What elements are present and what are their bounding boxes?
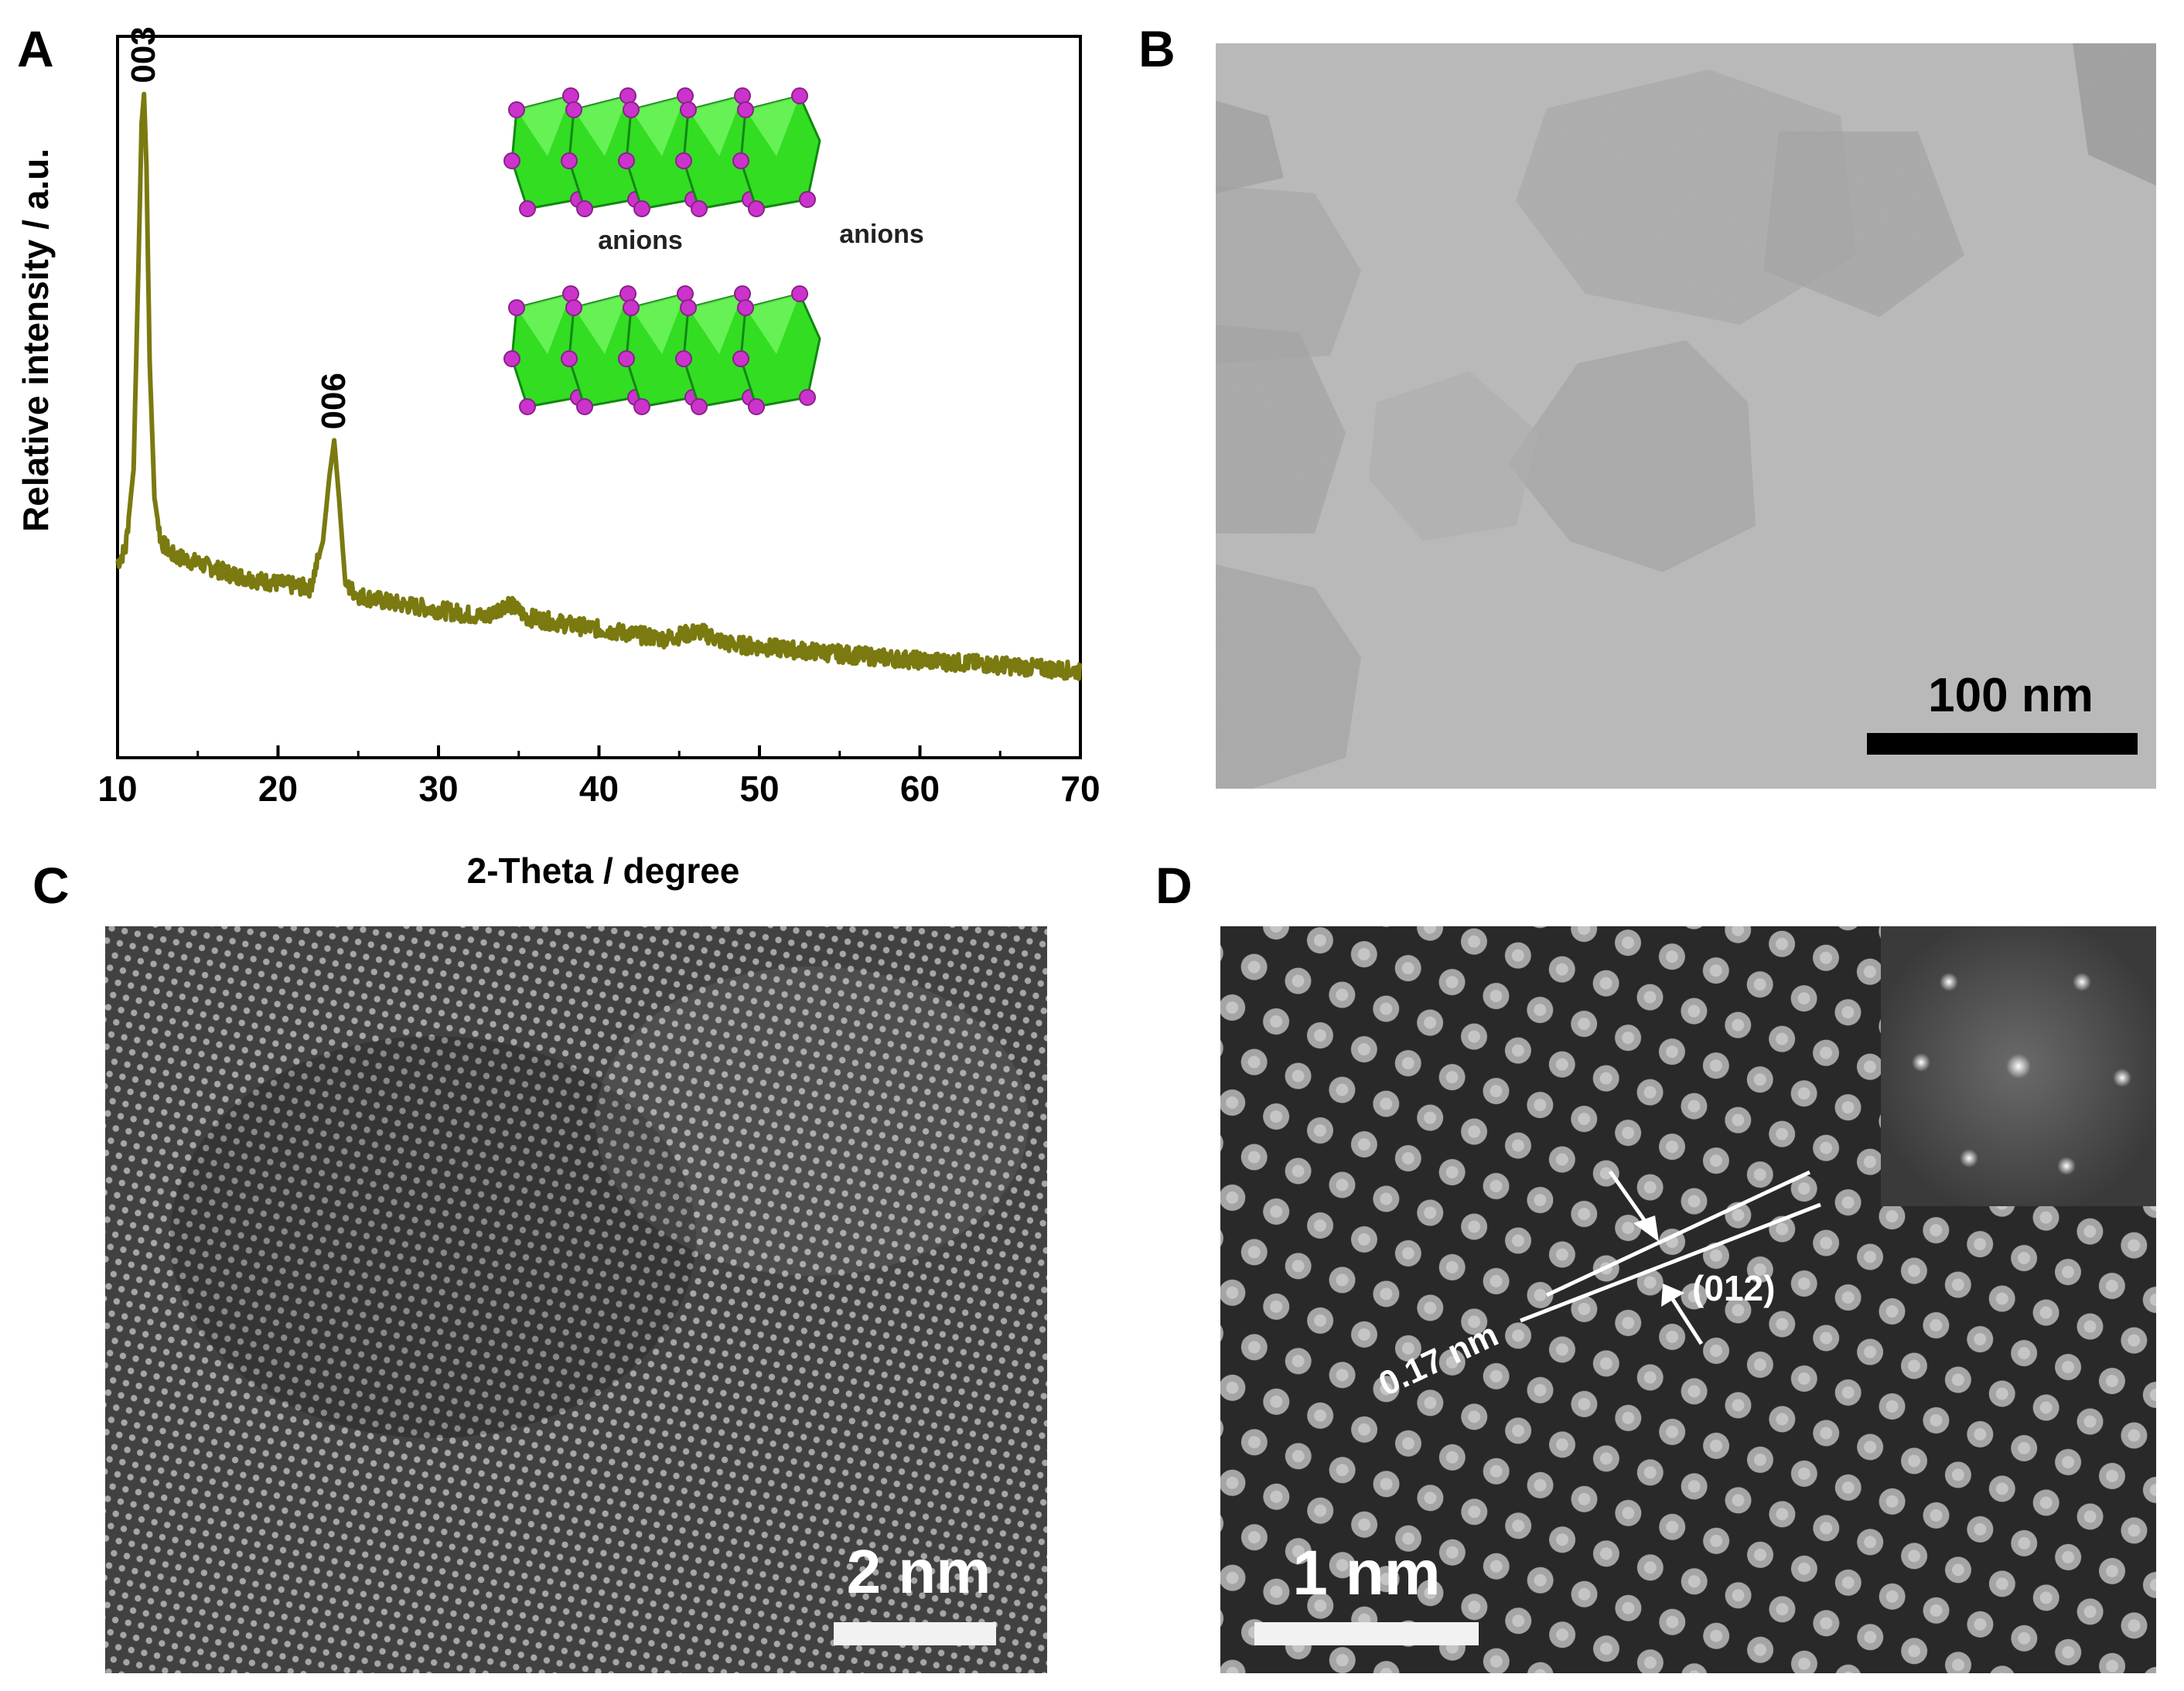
- scale-bar: [834, 1622, 996, 1645]
- anion-atom: [734, 285, 751, 302]
- top-layer: [503, 87, 821, 217]
- anion-atom: [675, 350, 692, 367]
- xrd-pattern-line: [115, 91, 1083, 681]
- x-tick-label: 10: [97, 769, 137, 809]
- plane-index-label: (012): [1692, 1268, 1775, 1308]
- anion-atom: [675, 152, 692, 169]
- anion-atom: [565, 299, 582, 316]
- hrtem-image: 2 nm: [105, 926, 1047, 1673]
- anion-label-right: anions: [839, 220, 924, 249]
- anion-atom: [680, 299, 697, 316]
- anion-atom: [633, 200, 650, 217]
- y-axis-title: Relative intensity / a.u.: [15, 148, 56, 532]
- ldh-structure-inset: anions anions: [503, 87, 924, 415]
- octahedron-face: [574, 294, 628, 354]
- panel-letter-d: D: [1155, 857, 1193, 914]
- anion-atom: [576, 200, 593, 217]
- octahedron-face: [574, 96, 628, 156]
- peak-label-003: 003: [125, 26, 162, 83]
- anion-atom: [519, 200, 536, 217]
- anion-atom: [799, 389, 816, 406]
- anion-atom: [619, 87, 636, 104]
- anion-atom: [799, 191, 816, 208]
- anion-atom: [561, 350, 578, 367]
- anion-atom: [519, 398, 536, 415]
- xrd-chart: 10 20 30 40 50 60 70 003 006 2-Theta / degree R…: [15, 26, 1101, 891]
- octahedron-face: [746, 294, 800, 354]
- anion-label-left: anions: [598, 226, 683, 255]
- anion-atom: [508, 101, 525, 118]
- anion-atom: [618, 152, 635, 169]
- anion-atom: [791, 285, 808, 302]
- anion-atom: [562, 285, 579, 302]
- anion-atom: [737, 101, 754, 118]
- anion-atom: [734, 87, 751, 104]
- scale-bar-label: 1 nm: [1292, 1538, 1440, 1608]
- x-axis-tick-labels: 10 20 30 40 50 60 70: [97, 769, 1100, 809]
- scale-bar-label: 100 nm: [1928, 669, 2094, 722]
- peak-labels: 003 006: [125, 26, 353, 429]
- x-tick-label: 40: [579, 769, 619, 809]
- octahedron-face: [631, 294, 685, 354]
- octahedron-face: [688, 294, 742, 354]
- anion-atom: [618, 350, 635, 367]
- anion-atom: [576, 398, 593, 415]
- scale-bar: [1254, 1622, 1479, 1645]
- anion-atom: [677, 285, 694, 302]
- anion-atom: [561, 152, 578, 169]
- x-tick-label: 70: [1060, 769, 1100, 809]
- octahedron-face: [517, 96, 571, 156]
- anion-atom: [623, 101, 640, 118]
- anion-atom: [732, 350, 749, 367]
- anion-atom: [680, 101, 697, 118]
- anion-atom: [503, 350, 520, 367]
- x-axis-title: 2-Theta / degree: [467, 851, 740, 891]
- lattice-spacing-marker: [1520, 1170, 1821, 1345]
- octahedron-face: [746, 96, 800, 156]
- bottom-layer: [503, 285, 821, 415]
- anion-atom: [737, 299, 754, 316]
- octahedron-face: [631, 96, 685, 156]
- x-tick-label: 30: [418, 769, 458, 809]
- octahedron-face: [517, 294, 571, 354]
- peak-label-006: 006: [315, 373, 353, 429]
- hrtem-lattice-image: 0.17 nm (012) 1 nm: [1220, 926, 2156, 1673]
- panel-letter-a: A: [17, 20, 54, 77]
- x-tick-label: 60: [900, 769, 940, 809]
- anion-atom: [691, 200, 708, 217]
- fft-inset: [1881, 926, 2156, 1206]
- octahedron-face: [688, 96, 742, 156]
- anion-atom: [623, 299, 640, 316]
- anion-atom: [562, 87, 579, 104]
- anion-atom: [732, 152, 749, 169]
- panel-letter-c: C: [32, 857, 70, 914]
- panel-letter-b: B: [1138, 20, 1176, 77]
- anion-atom: [691, 398, 708, 415]
- anion-atom: [748, 200, 765, 217]
- anion-atom: [508, 299, 525, 316]
- anion-atom: [677, 87, 694, 104]
- x-axis-ticks: [116, 745, 1082, 758]
- anion-atom: [565, 101, 582, 118]
- anion-atom: [748, 398, 765, 415]
- scale-bar-label: 2 nm: [847, 1537, 991, 1606]
- anion-atom: [791, 87, 808, 104]
- anion-atom: [503, 152, 520, 169]
- scale-bar: [1867, 733, 2138, 755]
- tem-overview-image: 100 nm: [1216, 43, 2156, 789]
- x-tick-label: 50: [739, 769, 779, 809]
- anion-atom: [633, 398, 650, 415]
- anion-atom: [619, 285, 636, 302]
- x-tick-label: 20: [258, 769, 298, 809]
